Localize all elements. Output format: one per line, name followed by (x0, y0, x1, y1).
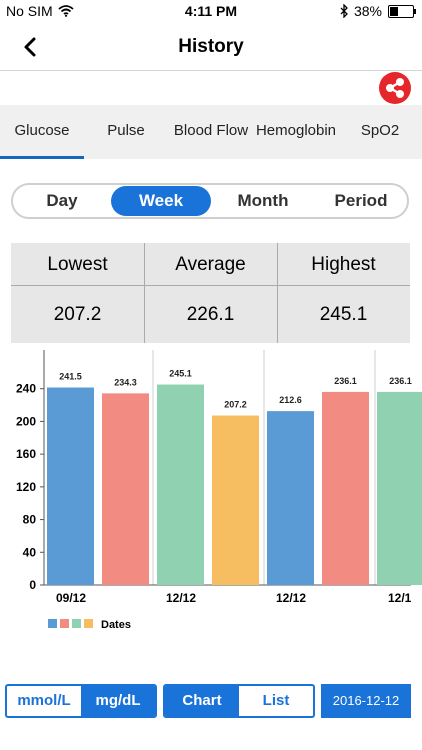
bar-value-label: 236.1 (334, 376, 357, 386)
battery-icon (388, 4, 416, 18)
y-tick-label: 40 (23, 545, 37, 559)
x-tick-label: 12/12 (276, 591, 306, 605)
legend-swatch (84, 619, 93, 628)
date-picker-button[interactable]: 2016-12-12 (321, 684, 411, 718)
bar (47, 387, 94, 585)
metric-tabs: Glucose Pulse Blood Flow Hemoglobin SpO2 (0, 105, 422, 159)
active-tab-indicator (0, 156, 84, 159)
y-tick-label: 80 (23, 513, 37, 527)
bar-value-label: 207.2 (224, 400, 247, 410)
carrier-label: No SIM (6, 3, 53, 19)
y-tick-label: 200 (16, 414, 36, 428)
unit-mmol-button[interactable]: mmol/L (17, 692, 71, 709)
status-bar: No SIM 4:11 PM 38% (0, 0, 422, 24)
stats-table: Lowest Average Highest 207.2 226.1 245.1 (11, 243, 410, 343)
bar-value-label: 212.6 (279, 395, 302, 405)
bar-value-label: 236.1 (389, 376, 412, 386)
stats-divider (277, 243, 278, 343)
bar (102, 393, 149, 585)
bottom-controls: mmol/L mg/dL Chart List 2016-12-12 (0, 684, 422, 720)
glucose-chart: 0 40 80 120 160 200 240 241.5 234.3 245.1 207.2 212… (0, 350, 422, 640)
legend-swatch (60, 619, 69, 628)
share-button[interactable] (379, 72, 411, 104)
stats-value-highest: 245.1 (319, 304, 368, 325)
bar (322, 391, 369, 585)
tab-pulse[interactable]: Pulse (107, 122, 145, 139)
stats-divider (144, 243, 145, 343)
stats-divider (11, 285, 410, 286)
period-month-button[interactable]: Month (237, 191, 289, 210)
back-button[interactable] (18, 34, 44, 60)
status-right: 38% (340, 3, 416, 19)
tab-blood-flow[interactable]: Blood Flow (173, 122, 249, 139)
legend-swatch (48, 619, 57, 628)
y-tick-label: 0 (29, 578, 36, 592)
x-tick-label: 12/12 (166, 591, 196, 605)
unit-mgdl-button[interactable]: mg/dL (81, 686, 155, 716)
view-list-button[interactable]: List (262, 692, 290, 709)
status-time: 4:11 PM (184, 3, 238, 19)
share-icon (386, 78, 404, 98)
tab-spo2[interactable]: SpO2 (360, 122, 400, 139)
y-tick-label: 160 (16, 447, 36, 461)
stats-header-highest: Highest (311, 254, 376, 275)
y-tick-label: 120 (16, 480, 36, 494)
view-chart-button[interactable]: Chart (165, 686, 239, 716)
stats-value-average: 226.1 (186, 304, 235, 325)
bar-value-label: 241.5 (59, 371, 82, 381)
status-left: No SIM (6, 3, 74, 19)
legend-swatch (72, 619, 81, 628)
wifi-icon (58, 5, 74, 17)
bar (157, 384, 204, 585)
stats-header-average: Average (175, 254, 246, 275)
bar-chart: 0 40 80 120 160 200 240 241.5 234.3 245.1 207.2 212… (16, 350, 422, 631)
chevron-left-icon (24, 37, 36, 57)
period-period-button[interactable]: Period (334, 191, 388, 210)
nav-bar: History (0, 24, 422, 71)
x-tick-label: 12/1 (388, 591, 412, 605)
page-title: History (178, 36, 244, 57)
view-toggle: Chart List (163, 684, 315, 718)
bar-value-label: 245.1 (169, 369, 192, 379)
y-tick-label: 240 (16, 382, 36, 396)
bar (212, 415, 259, 585)
tab-hemoglobin[interactable]: Hemoglobin (255, 122, 337, 139)
battery-percent: 38% (353, 3, 382, 19)
x-tick-label: 09/12 (56, 591, 86, 605)
stats-value-lowest: 207.2 (53, 304, 102, 325)
bar (377, 391, 422, 585)
period-selector: Day Week Month Period (11, 183, 409, 219)
bluetooth-icon (340, 4, 348, 18)
tab-glucose[interactable]: Glucose (14, 122, 70, 139)
period-week-button[interactable]: Week (111, 186, 211, 216)
bar (267, 411, 314, 585)
bar-value-label: 234.3 (114, 377, 137, 387)
unit-toggle: mmol/L mg/dL (5, 684, 157, 718)
stats-header-lowest: Lowest (47, 254, 108, 275)
legend-label: Dates (101, 619, 131, 631)
period-day-button[interactable]: Day (46, 191, 78, 210)
